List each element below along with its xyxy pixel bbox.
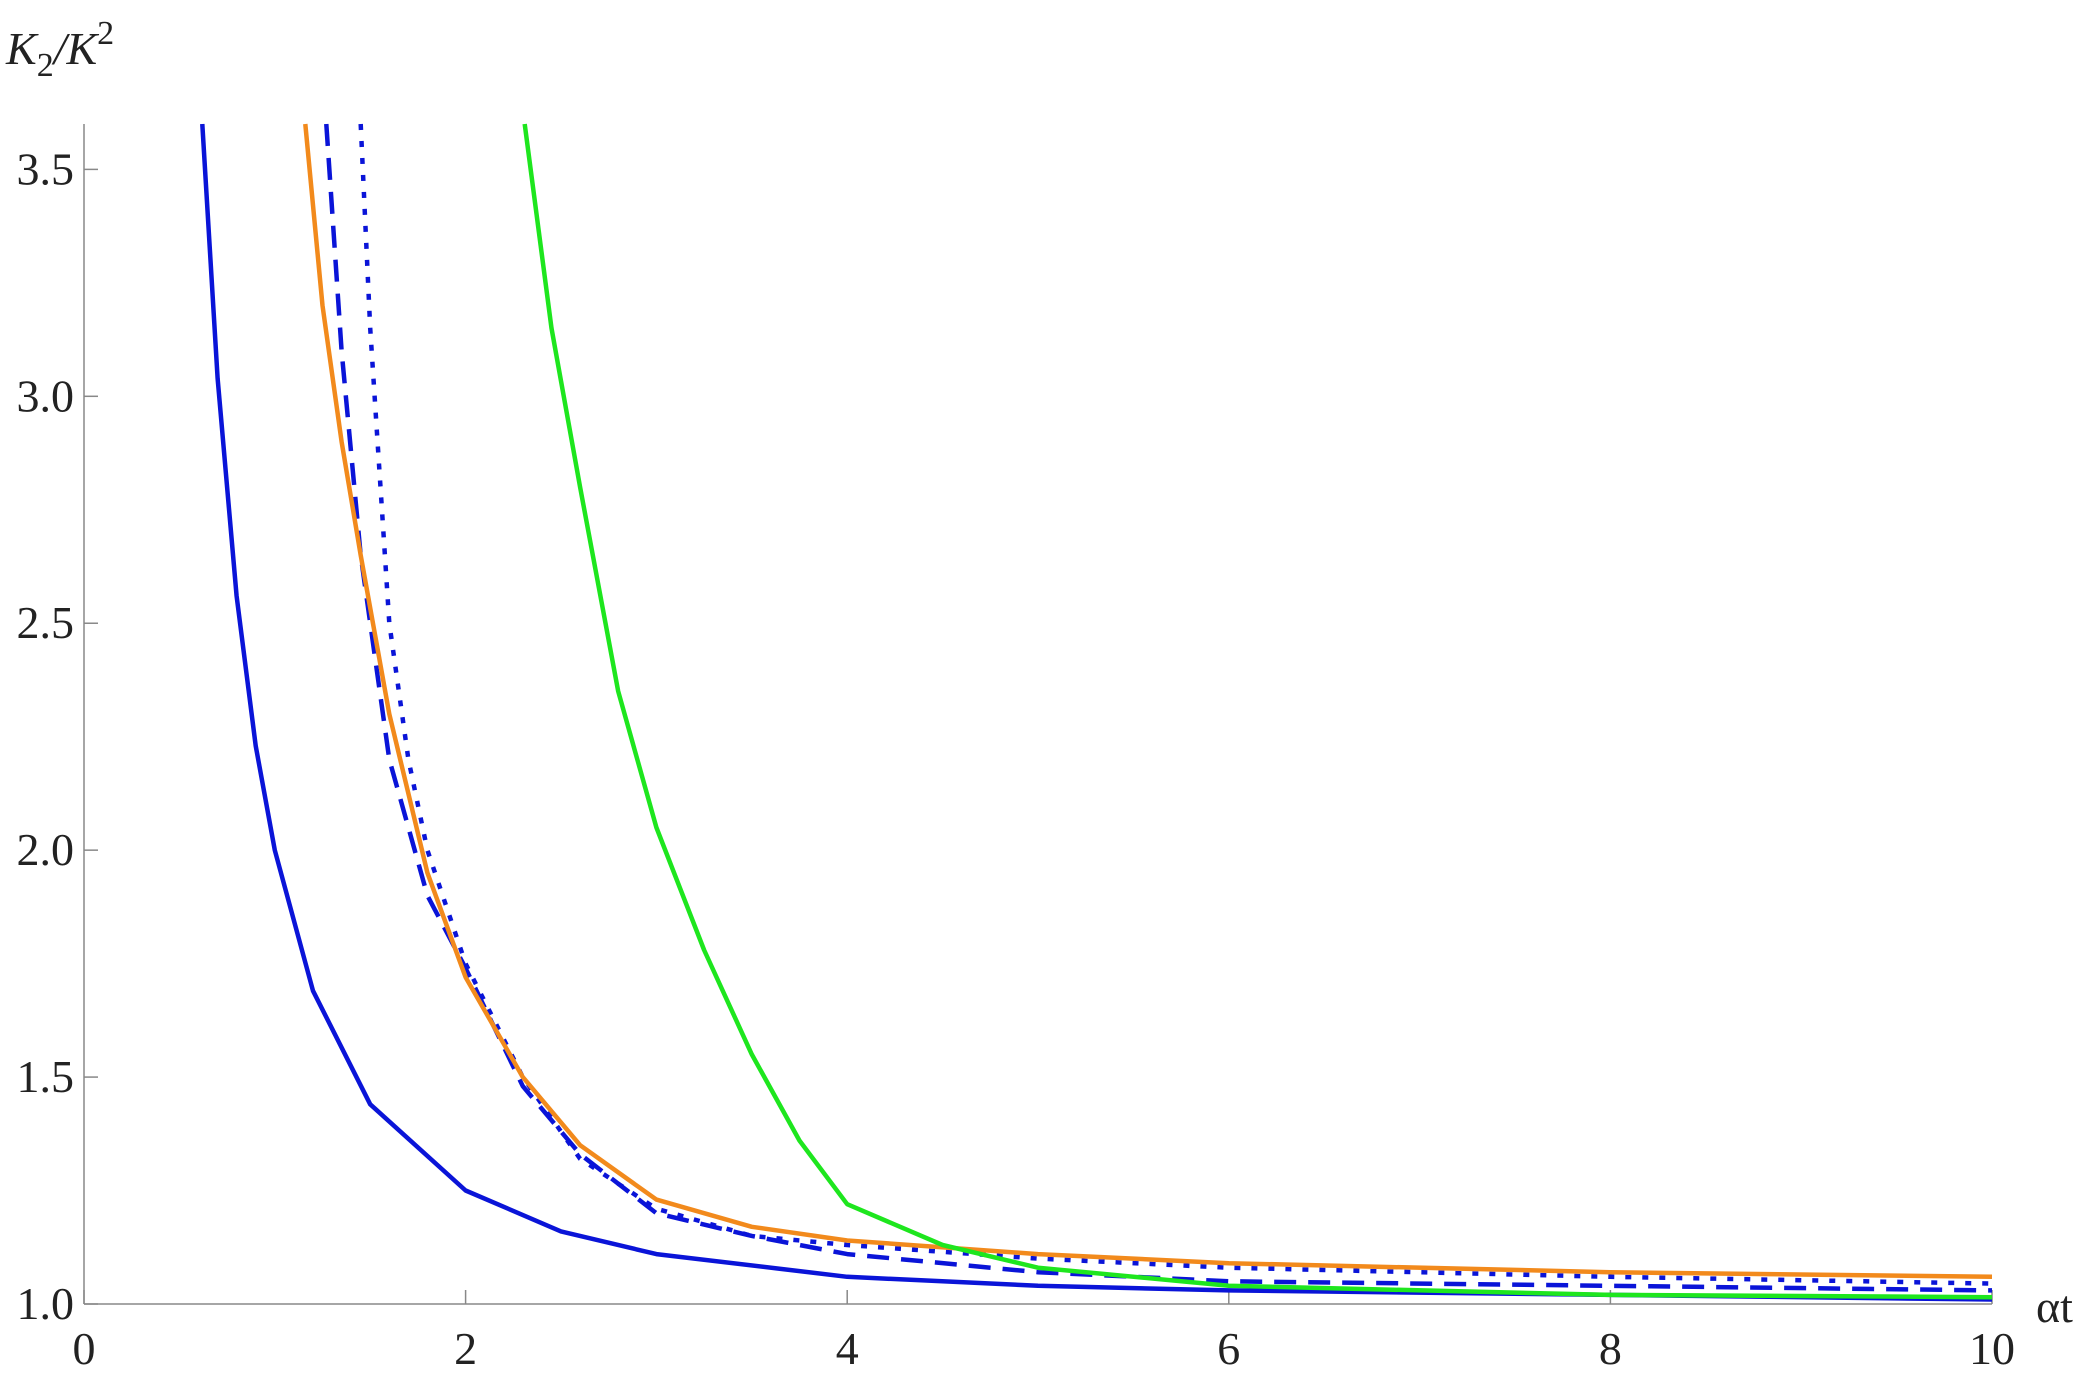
y-label-part: K xyxy=(5,23,39,74)
y-tick-label: 3.5 xyxy=(17,143,75,194)
x-tick-label: 10 xyxy=(1969,1323,2015,1374)
x-tick-label: 6 xyxy=(1217,1323,1240,1374)
series-line xyxy=(200,123,1993,1302)
y-label-part: 2 xyxy=(37,47,54,84)
y-axis-label: K2/K2 xyxy=(5,15,114,84)
y-label-part: /K xyxy=(51,23,100,74)
y-tick-label: 1.0 xyxy=(17,1278,75,1329)
y-tick-label: 2.5 xyxy=(17,597,75,648)
series-line xyxy=(303,123,1993,1280)
x-tick-label: 4 xyxy=(836,1323,859,1374)
y-label-part: 2 xyxy=(97,15,114,52)
y-tick-label: 1.5 xyxy=(17,1051,75,1102)
series-line xyxy=(324,123,1993,1293)
x-tick-label: 8 xyxy=(1599,1323,1622,1374)
x-axis-label: αt xyxy=(2036,1281,2073,1332)
series-line xyxy=(358,123,1993,1286)
x-tick-label: 0 xyxy=(73,1323,96,1374)
y-tick-label: 3.0 xyxy=(17,370,75,421)
series-line xyxy=(522,123,1993,1300)
x-tick-label: 2 xyxy=(454,1323,477,1374)
y-tick-label: 2.0 xyxy=(17,824,75,875)
